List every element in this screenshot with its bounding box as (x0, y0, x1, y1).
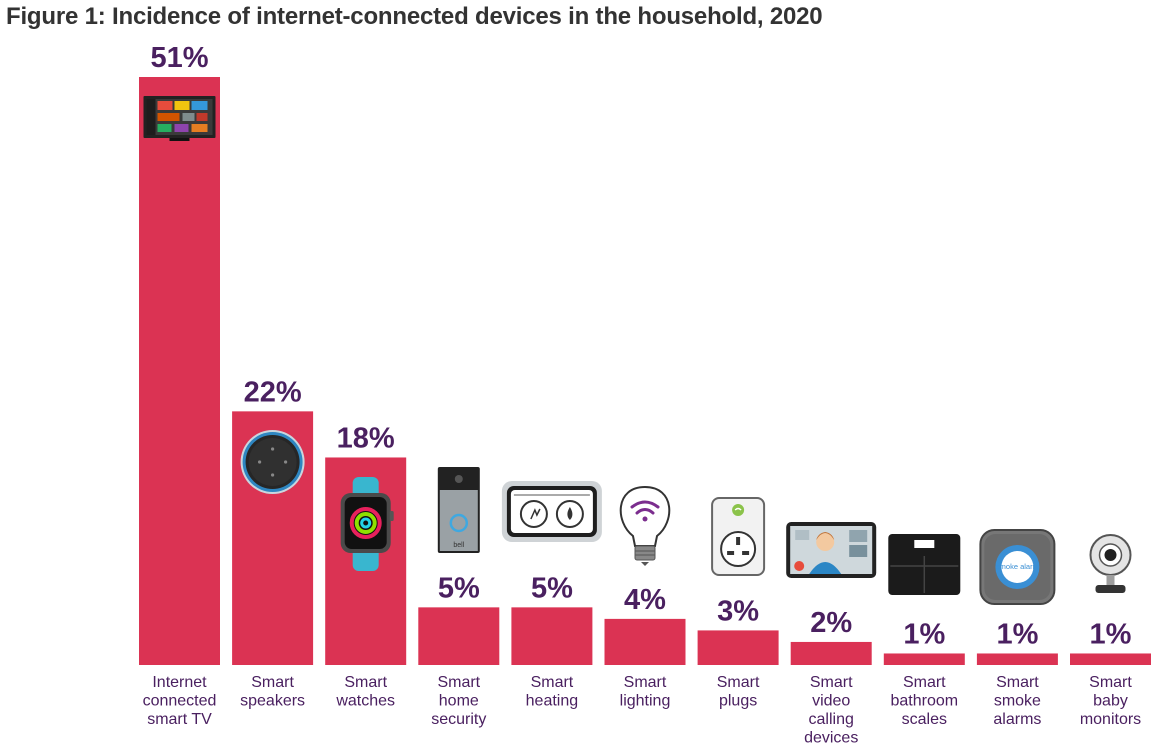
bar (976, 653, 1058, 665)
smart-plug-icon (711, 497, 766, 576)
value-label: 5% (531, 572, 573, 604)
value-label: 1% (1090, 618, 1132, 650)
category-label: security (431, 711, 486, 728)
bar (139, 77, 220, 665)
category-label: smoke (994, 693, 1041, 710)
smart-speaker-icon (240, 430, 305, 494)
bar (418, 607, 500, 665)
value-label: 1% (903, 618, 945, 650)
category-label: scales (902, 711, 947, 728)
category-label: Smart (624, 674, 667, 691)
smart-tv-icon (143, 96, 216, 141)
value-label: 3% (717, 595, 759, 627)
category-label: home (439, 693, 479, 710)
bar (1070, 653, 1151, 665)
category-label: Smart (903, 674, 946, 691)
thermostat-icon (501, 481, 602, 542)
smart-bulb-icon (619, 485, 671, 566)
bar (790, 641, 872, 665)
value-label: 18% (337, 422, 395, 454)
category-label: Smart (437, 674, 480, 691)
smart-watch-icon (340, 477, 394, 571)
category-label: Smart (1089, 674, 1132, 691)
category-label: alarms (993, 711, 1041, 728)
baby-monitor-icon (1089, 534, 1132, 593)
video-doorbell-icon: bell (437, 467, 480, 553)
doorbell-brand-text: bell (453, 542, 464, 549)
bar (883, 653, 965, 665)
smoke-alarm-brand-text: smoke alarm (996, 562, 1039, 571)
value-label: 51% (150, 42, 208, 74)
value-label: 22% (244, 376, 302, 408)
category-label: devices (804, 730, 858, 747)
category-label: calling (809, 711, 854, 728)
value-label: 1% (996, 618, 1038, 650)
category-label: Smart (996, 674, 1039, 691)
category-label: Smart (531, 674, 574, 691)
category-label: watches (335, 693, 395, 710)
bar (604, 618, 686, 665)
bar (697, 630, 779, 665)
category-label: speakers (240, 693, 305, 710)
category-label: video (812, 693, 850, 710)
value-label: 5% (438, 572, 480, 604)
category-label: Internet (152, 674, 207, 691)
value-label: 2% (810, 607, 852, 639)
value-label: 4% (624, 584, 666, 616)
category-label: bathroom (891, 693, 959, 710)
category-label: Smart (251, 674, 294, 691)
category-label: connected (143, 693, 217, 710)
category-label: heating (526, 693, 579, 710)
video-calling-device-icon (786, 522, 877, 578)
category-label: Smart (344, 674, 387, 691)
smoke-alarm-icon: smoke alarm (979, 529, 1056, 605)
category-label: baby (1093, 693, 1128, 710)
category-label: monitors (1080, 711, 1141, 728)
bathroom-scale-icon (888, 534, 961, 595)
category-label: plugs (719, 693, 757, 710)
category-label: smart TV (147, 711, 212, 728)
category-label: Smart (810, 674, 853, 691)
chart-title: Figure 1: Incidence of internet-connecte… (6, 3, 823, 30)
bar (511, 607, 593, 665)
category-label: Smart (717, 674, 760, 691)
category-label: lighting (620, 693, 671, 710)
